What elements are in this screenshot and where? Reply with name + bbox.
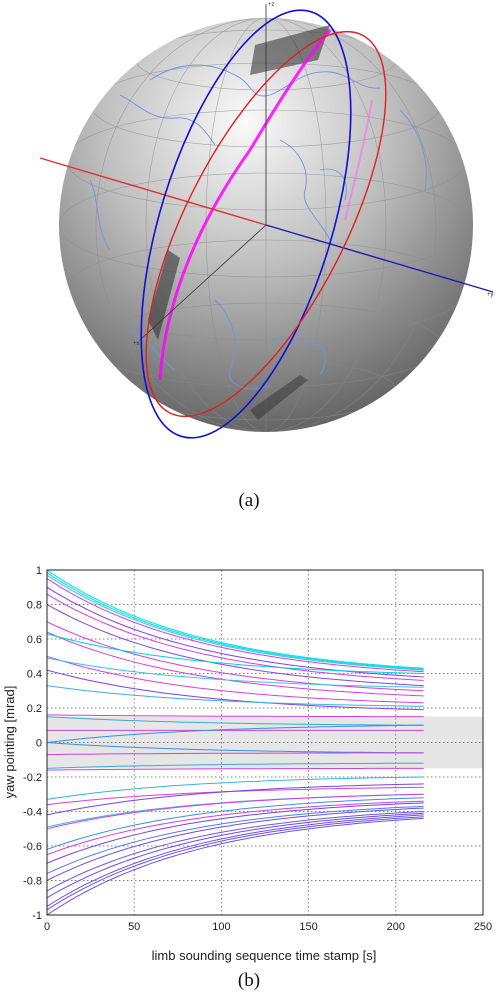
x-axis-label: +x	[133, 341, 140, 347]
series-line	[46, 812, 424, 899]
series-line	[46, 621, 424, 692]
series-line	[46, 631, 424, 697]
series-line	[46, 800, 424, 856]
series-line	[46, 724, 424, 743]
series-line	[46, 572, 424, 670]
orbit-blue	[140, 9, 352, 439]
series-line	[46, 716, 424, 726]
series-line	[46, 685, 424, 707]
series-line	[46, 574, 424, 671]
y-tick-label: 0.4	[27, 669, 42, 681]
x-tick-label: 100	[212, 921, 230, 933]
swath-top	[250, 25, 330, 75]
y-tick-label: 0	[36, 738, 42, 750]
y-tick-label: -0.6	[23, 841, 42, 853]
series-line	[46, 811, 424, 892]
swath-bottom	[250, 375, 308, 420]
series-line	[46, 593, 424, 681]
y-tick-label: 0.2	[27, 703, 42, 715]
plot-frame	[46, 569, 484, 916]
series-line	[46, 655, 424, 704]
series-line	[46, 776, 424, 800]
y-tick-label: -0.4	[23, 807, 42, 819]
series-line	[46, 805, 424, 875]
series-line	[46, 633, 424, 674]
x-tick-label: 50	[128, 921, 140, 933]
series-line	[46, 714, 424, 718]
x-tick-label: 250	[474, 921, 492, 933]
series-line	[46, 586, 424, 678]
series-line	[46, 578, 424, 673]
series-line	[46, 793, 424, 830]
x-axis-title: limb sounding sequence time stamp [s]	[152, 948, 377, 963]
x-axis-line	[39, 157, 267, 226]
tangent-track-1	[158, 29, 332, 381]
series-line	[46, 752, 424, 756]
x-axis-arrow	[139, 224, 267, 341]
plot-area: 0 50 100 150 200 250 -1 -0.8 -0.6 -0.4 -0.2 0 0.2 0.4…	[23, 565, 492, 933]
x-tick-label: 0	[44, 921, 50, 933]
y-tick-label: 0.8	[27, 600, 42, 612]
globe-figure: +z +y +x	[39, 2, 494, 439]
series-line	[46, 569, 424, 669]
caption-b: (b)	[237, 970, 261, 991]
y-tick-label: -0.2	[23, 772, 42, 784]
series-line	[46, 657, 424, 688]
series-line	[46, 762, 424, 769]
y-tick-label: -0.8	[23, 876, 42, 888]
swath-bottom-left	[148, 250, 180, 340]
series-line	[46, 783, 424, 816]
orbit-red	[145, 30, 387, 418]
z-axis-label: +z	[268, 2, 275, 8]
series-line	[46, 814, 424, 907]
series-line	[46, 767, 424, 771]
series-line	[46, 669, 424, 711]
series-line	[46, 604, 424, 687]
tangent-track-2	[344, 99, 373, 221]
yaw-pointing-chart: 0 50 100 150 200 250 -1 -0.8 -0.6 -0.4 -0.2 0 0.2 0.4…	[2, 565, 492, 963]
y-tick-label: 0.6	[27, 634, 42, 646]
caption-a: (a)	[238, 490, 260, 511]
series-line	[46, 816, 424, 911]
series-line	[46, 742, 424, 754]
y-tick-label: -1	[32, 910, 42, 922]
y-axis-line	[265, 224, 494, 293]
series-line	[46, 807, 424, 881]
x-tick-label: 150	[299, 921, 317, 933]
y-tick-label: 1	[36, 565, 42, 577]
y-axis-title: yaw pointing [mrad]	[2, 686, 17, 799]
series-line	[46, 797, 424, 850]
y-axis-label: +y	[487, 292, 494, 298]
series-line	[46, 802, 424, 864]
x-tick-label: 200	[387, 921, 405, 933]
coastlines	[89, 64, 427, 390]
series-line	[46, 817, 424, 916]
